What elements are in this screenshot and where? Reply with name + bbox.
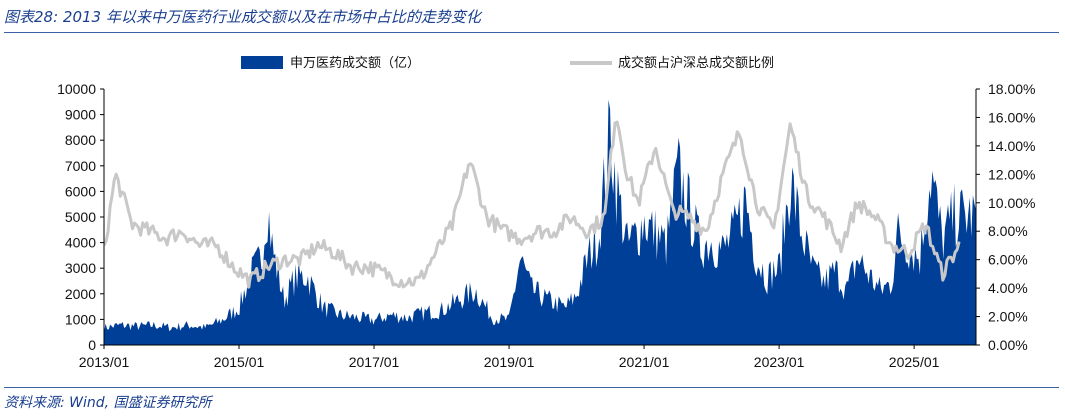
bar-area-series: [104, 99, 976, 345]
right-tick-label: 4.00%: [988, 280, 1028, 296]
left-tick-label: 7000: [65, 158, 96, 174]
right-tick-label: 2.00%: [988, 309, 1028, 325]
top-rule: [4, 32, 1059, 33]
right-tick-label: 10.00%: [988, 195, 1035, 211]
x-tick-label: 2017/01: [349, 354, 400, 370]
left-tick-label: 5000: [65, 209, 96, 225]
right-tick-label: 12.00%: [988, 166, 1035, 182]
x-tick-label: 2025/01: [889, 354, 940, 370]
chart-canvas: 申万医药成交额（亿） 成交额占沪深总成交额比例 0 1000 2000 3000 4000…: [57, 55, 1035, 370]
right-tick-label: 6.00%: [988, 252, 1028, 268]
right-tick-label: 18.00%: [988, 81, 1035, 97]
x-tick-label: 2015/01: [214, 354, 265, 370]
x-tick-label: 2013/01: [79, 354, 130, 370]
legend-swatch-bar: [241, 56, 283, 69]
left-tick-label: 6000: [65, 183, 96, 199]
left-tick-label: 9000: [65, 107, 96, 123]
x-tick-label: 2019/01: [484, 354, 535, 370]
legend-label-line: 成交额占沪深总成交额比例: [618, 55, 774, 71]
legend: 申万医药成交额（亿） 成交额占沪深总成交额比例: [241, 55, 774, 71]
axes: 0 1000 2000 3000 4000 5000 6000 7000 8000 9000 100…: [57, 81, 1035, 370]
right-tick-label: 16.00%: [988, 109, 1035, 125]
x-tick-label: 2023/01: [754, 354, 805, 370]
left-tick-label: 3000: [65, 260, 96, 276]
right-tick-label: 0.00%: [988, 337, 1028, 353]
right-tick-label: 14.00%: [988, 138, 1035, 154]
x-tick-label: 2021/01: [619, 354, 670, 370]
left-tick-label: 2000: [65, 286, 96, 302]
right-tick-label: 8.00%: [988, 223, 1028, 239]
legend-label-bar: 申万医药成交额（亿）: [290, 55, 420, 71]
left-tick-label: 0: [88, 337, 96, 353]
left-tick-label: 1000: [65, 311, 96, 327]
figure-title: 图表28: 2013 年以来中万医药行业成交额以及在市场中占比的走势变化: [4, 8, 481, 26]
line-series: [104, 120, 961, 289]
left-tick-label: 4000: [65, 235, 96, 251]
left-tick-label: 8000: [65, 132, 96, 148]
left-tick-label: 10000: [57, 81, 96, 97]
bottom-rule: [4, 387, 1059, 388]
source-note: 资料来源: Wind, 国盛证券研究所: [4, 395, 212, 411]
